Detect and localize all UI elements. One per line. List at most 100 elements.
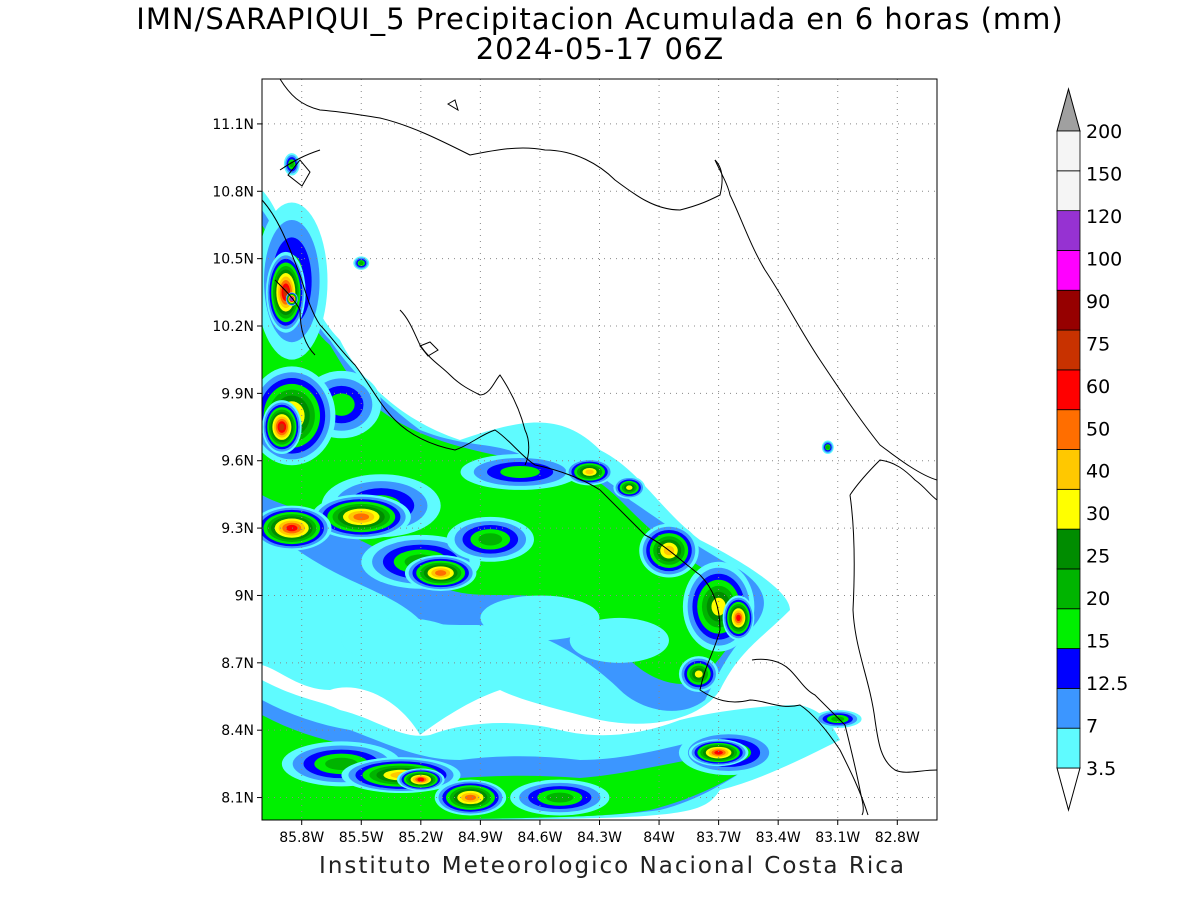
precip-cell-contour bbox=[736, 614, 741, 622]
precip-cell bbox=[265, 251, 306, 333]
colorbar-segment bbox=[1056, 608, 1081, 649]
precip-cell bbox=[341, 617, 461, 663]
precip-cell-contour bbox=[279, 423, 285, 431]
border-nicaragua-cr bbox=[279, 149, 321, 171]
colorbar-label: 12.5 bbox=[1086, 673, 1128, 695]
x-tick-label: 83.1W bbox=[815, 830, 860, 846]
colorbar-label: 100 bbox=[1086, 248, 1122, 270]
colorbar-segment bbox=[1056, 648, 1081, 689]
precipitation-cells bbox=[262, 153, 862, 816]
x-tick-label: 82.8W bbox=[875, 830, 920, 846]
x-tick-label: 84.6W bbox=[517, 830, 562, 846]
precip-cell bbox=[446, 516, 534, 562]
colorbar-segment bbox=[1056, 250, 1081, 291]
precip-cell-contour bbox=[585, 469, 594, 475]
colorbar-label: 25 bbox=[1086, 546, 1110, 568]
precip-cell-contour bbox=[626, 485, 633, 490]
precip-cell bbox=[353, 256, 370, 270]
precip-band-south-green bbox=[262, 715, 745, 820]
precip-cell-contour bbox=[500, 465, 540, 478]
precip-cell bbox=[510, 779, 610, 816]
precip-band-northwest-green bbox=[262, 225, 750, 684]
colorbar-segment bbox=[1056, 329, 1081, 371]
coastline-layer bbox=[262, 79, 937, 816]
precip-cell bbox=[262, 505, 332, 551]
colorbar-label: 200 bbox=[1086, 121, 1122, 143]
precip-cell bbox=[722, 595, 755, 641]
precip-cell-contour bbox=[417, 777, 425, 782]
colorbar-segment bbox=[1056, 409, 1081, 450]
precip-cell bbox=[434, 779, 507, 816]
x-axis-ticks: 85.8W 85.5W 85.2W 84.9W 84.6W 84.3W 84W 83.7W 83… bbox=[279, 820, 920, 846]
y-tick-label: 11.1N bbox=[212, 117, 254, 133]
precip-cell bbox=[460, 453, 580, 490]
precip-cell bbox=[569, 617, 669, 663]
colorbar-segment bbox=[1056, 369, 1081, 411]
precip-cell-contour bbox=[353, 513, 370, 521]
precip-cell bbox=[813, 709, 862, 728]
precip-cell bbox=[678, 656, 719, 693]
colorbar-label: 150 bbox=[1086, 163, 1122, 185]
coastline-pacific-north bbox=[262, 199, 869, 816]
border-panama-cr bbox=[751, 658, 864, 816]
y-tick-label: 9.6N bbox=[221, 454, 254, 470]
precip-cell-contour bbox=[831, 716, 845, 722]
precip-cell-contour bbox=[694, 670, 703, 678]
colorbar-segment bbox=[1056, 727, 1081, 769]
y-tick-label: 9.9N bbox=[221, 386, 254, 402]
precip-cell-contour bbox=[341, 617, 461, 663]
precip-cell bbox=[480, 595, 600, 641]
x-tick-label: 84W bbox=[643, 830, 675, 846]
precip-cell bbox=[283, 153, 300, 176]
small-island bbox=[447, 99, 459, 112]
colorbar-label: 90 bbox=[1086, 291, 1110, 313]
precip-cell bbox=[565, 458, 614, 486]
colorbar-bottom-triangle bbox=[1056, 767, 1081, 812]
colorbar-label: 40 bbox=[1086, 461, 1110, 483]
colorbar-label: 50 bbox=[1086, 418, 1110, 440]
precip-cell bbox=[262, 400, 302, 454]
precip-cell-contour bbox=[359, 261, 364, 266]
nicaragua-lake-outline bbox=[287, 159, 311, 187]
coastline-caribbean-south bbox=[849, 459, 937, 501]
precip-cell-contour bbox=[714, 750, 723, 755]
precip-cell-contour bbox=[286, 524, 298, 532]
precip-cell-contour bbox=[435, 570, 447, 576]
precip-cell bbox=[821, 440, 834, 454]
coastline-nicoya-peninsula bbox=[399, 309, 530, 466]
colorbar-segment bbox=[1056, 488, 1081, 530]
colorbar-label: 20 bbox=[1086, 588, 1110, 610]
y-tick-label: 10.5N bbox=[212, 252, 254, 268]
precip-cell bbox=[688, 739, 749, 767]
x-tick-label: 84.3W bbox=[577, 830, 622, 846]
x-tick-label: 83.4W bbox=[756, 830, 801, 846]
colorbar-segment bbox=[1056, 568, 1081, 610]
colorbar-label: 30 bbox=[1086, 503, 1110, 525]
y-tick-label: 8.7N bbox=[221, 656, 254, 672]
coastline-island-nicoya bbox=[419, 341, 439, 357]
colorbar-label: 3.5 bbox=[1086, 758, 1116, 780]
x-tick-label: 85.8W bbox=[279, 830, 324, 846]
coastline-bocas bbox=[849, 494, 937, 773]
precip-cell-contour bbox=[569, 617, 669, 663]
footer-credit: Instituto Meteorologico Nacional Costa R… bbox=[319, 853, 906, 879]
precip-cell-contour bbox=[825, 445, 830, 450]
y-tick-label: 10.2N bbox=[212, 319, 254, 335]
border-interior bbox=[274, 279, 316, 356]
precip-cell bbox=[613, 476, 646, 499]
y-axis-ticks: 8.1N 8.4N 8.7N 9N 9.3N 9.6N 9.9N 10.2N 10.5N 10.8… bbox=[212, 117, 262, 807]
colorbar-label: 60 bbox=[1086, 376, 1110, 398]
colorbar-label: 120 bbox=[1086, 206, 1122, 228]
coastline-gulf-nicaragua bbox=[279, 79, 723, 211]
precip-cell-contour bbox=[464, 794, 477, 801]
precip-cell bbox=[311, 494, 411, 540]
chart-title: IMN/SARAPIQUI_5 Precipitacion Acumulada … bbox=[136, 2, 1064, 36]
x-tick-label: 84.9W bbox=[458, 830, 503, 846]
colorbar-segment bbox=[1056, 210, 1081, 251]
y-tick-label: 8.1N bbox=[221, 791, 254, 807]
y-tick-label: 9.3N bbox=[221, 521, 254, 537]
y-tick-label: 10.8N bbox=[212, 184, 254, 200]
colorbar-label: 15 bbox=[1086, 631, 1110, 653]
precip-cell-contour bbox=[711, 597, 726, 616]
